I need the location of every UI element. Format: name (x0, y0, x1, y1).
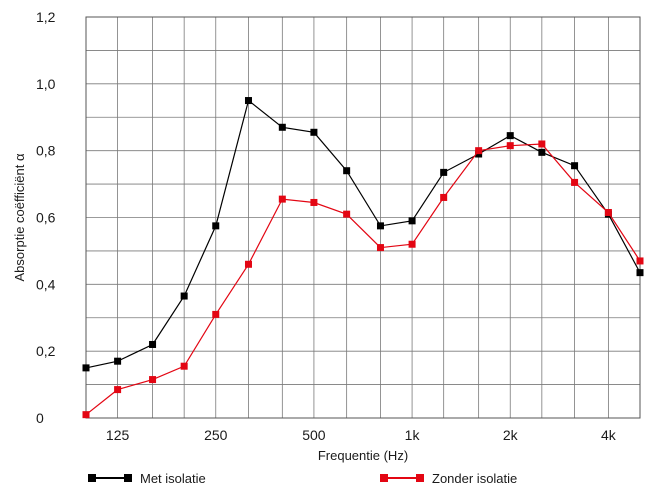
data-point-zonder-isolatie (244, 260, 252, 268)
legend-swatch-zonder-isolatie (380, 471, 424, 485)
y-axis-label: Absorptie coëfficiënt α (12, 153, 27, 281)
data-point-zonder-isolatie (180, 362, 188, 370)
data-point-zonder-isolatie (571, 178, 579, 186)
chart: 0 0,2 0,4 0,6 0,8 1,0 1,2 125 250 500 1k 2k 4k Freq… (12, 9, 644, 463)
legend-label-met-isolatie: Met isolatie (140, 470, 206, 486)
data-point-met-isolatie (571, 162, 579, 170)
y-tick-label: 0,4 (36, 276, 56, 292)
plot-frame (85, 16, 641, 419)
y-tick-label: 0,2 (36, 343, 56, 359)
series-line-met-isolatie (85, 99, 641, 369)
y-tick-label: 1,0 (36, 76, 56, 92)
data-point-zonder-isolatie (343, 210, 351, 218)
x-tick-label: 4k (601, 427, 617, 443)
legend-line-met-isolatie (88, 477, 132, 479)
data-point-zonder-isolatie (604, 208, 612, 216)
y-axis: 0 0,2 0,4 0,6 0,8 1,0 1,2 (36, 9, 56, 426)
data-point-met-isolatie (636, 269, 644, 277)
x-tick-label: 500 (302, 427, 326, 443)
y-tick-label: 0,8 (36, 143, 56, 159)
data-point-met-isolatie (538, 148, 546, 156)
legend-item-zonder-isolatie: Zonder isolatie (380, 466, 517, 490)
x-tick-label: 250 (204, 427, 228, 443)
data-point-zonder-isolatie (440, 193, 448, 201)
legend-swatch-met-isolatie (88, 471, 132, 485)
legend-marker-left-met-isolatie (88, 474, 96, 482)
x-axis-label: Frequentie (Hz) (318, 448, 408, 463)
grid (86, 17, 640, 418)
data-point-zonder-isolatie (376, 244, 384, 252)
y-tick-label: 0,6 (36, 210, 56, 226)
data-point-met-isolatie (278, 123, 286, 131)
data-point-zonder-isolatie (310, 198, 318, 206)
data-point-zonder-isolatie (475, 147, 483, 155)
y-tick-label: 1,2 (36, 9, 56, 25)
data-point-met-isolatie (343, 167, 351, 175)
legend: Met isolatie Zonder isolatie (0, 466, 646, 490)
legend-item-met-isolatie: Met isolatie (88, 466, 206, 490)
series-line-zonder-isolatie (85, 143, 641, 416)
data-point-met-isolatie (506, 132, 514, 140)
data-point-zonder-isolatie (636, 257, 644, 265)
data-point-zonder-isolatie (114, 386, 122, 394)
data-point-met-isolatie (212, 222, 220, 230)
legend-marker-right-zonder-isolatie (416, 474, 424, 482)
data-point-met-isolatie (310, 128, 318, 136)
x-tick-label: 2k (503, 427, 519, 443)
x-tick-label: 1k (405, 427, 421, 443)
data-point-zonder-isolatie (538, 140, 546, 148)
data-point-met-isolatie (408, 217, 416, 225)
data-point-zonder-isolatie (278, 195, 286, 203)
legend-marker-left-zonder-isolatie (380, 474, 388, 482)
data-point-met-isolatie (244, 97, 252, 105)
data-point-met-isolatie (440, 168, 448, 176)
data-point-met-isolatie (376, 222, 384, 230)
legend-marker-right-met-isolatie (124, 474, 132, 482)
legend-line-zonder-isolatie (380, 477, 424, 479)
legend-label-zonder-isolatie: Zonder isolatie (432, 470, 518, 486)
data-point-met-isolatie (180, 292, 188, 300)
y-tick-label: 0 (36, 410, 44, 426)
x-axis: 125 250 500 1k 2k 4k (106, 427, 617, 443)
data-point-zonder-isolatie (506, 142, 514, 150)
data-point-zonder-isolatie (408, 240, 416, 248)
data-point-zonder-isolatie (82, 411, 90, 419)
data-point-met-isolatie (114, 357, 122, 365)
series-layer (82, 97, 644, 419)
data-point-zonder-isolatie (149, 376, 157, 384)
x-tick-label: 125 (106, 427, 130, 443)
data-point-met-isolatie (82, 364, 90, 372)
data-point-zonder-isolatie (212, 310, 220, 318)
data-point-met-isolatie (149, 340, 157, 348)
